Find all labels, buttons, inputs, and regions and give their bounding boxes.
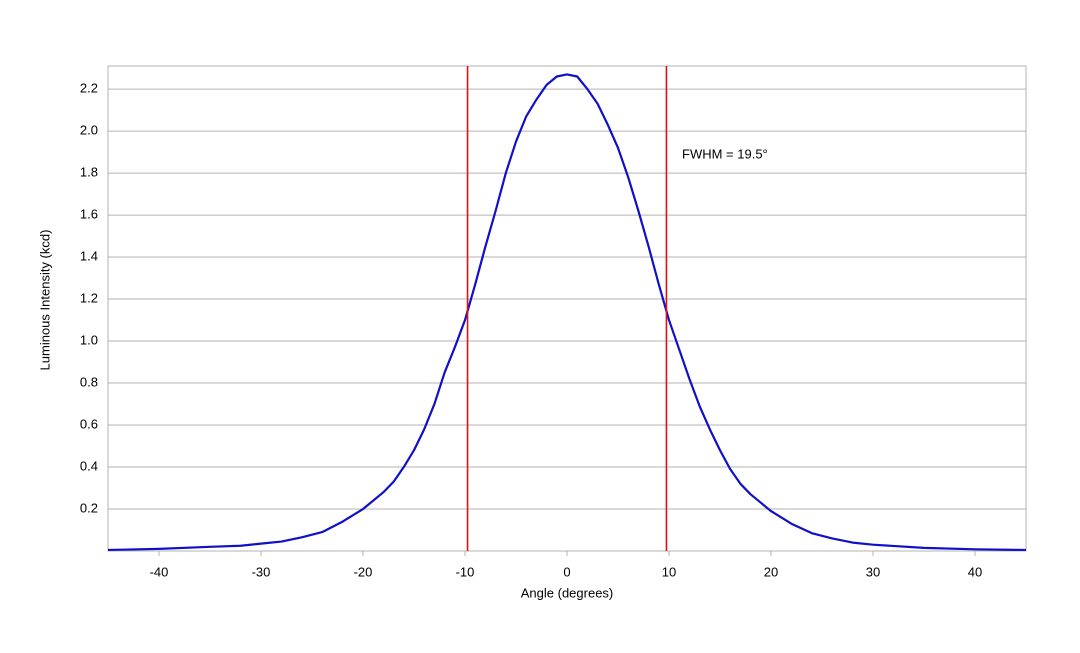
plot-border [107, 65, 1027, 552]
x-tick-label: 20 [764, 564, 778, 579]
x-tick-label: 30 [866, 564, 880, 579]
y-tick-label: 1.2 [80, 290, 98, 305]
y-tick-label: 1.8 [80, 165, 98, 180]
y-tick-label: 1.4 [80, 248, 98, 263]
intensity-curve [107, 73, 1027, 552]
annotation: FWHM = 19.5° [682, 146, 768, 161]
x-tick-label: -30 [252, 564, 271, 579]
y-tick-label: 0.4 [80, 458, 98, 473]
y-tick-label: 2.0 [80, 123, 98, 138]
y-axis-label: Luminous Intensity (kcd) [37, 230, 52, 371]
x-tick-label: 0 [563, 564, 570, 579]
x-axis-label: Angle (degrees) [521, 585, 614, 600]
y-tick-label: 0.2 [80, 500, 98, 515]
y-tick-label: 1.6 [80, 207, 98, 222]
x-tick-label: -40 [150, 564, 169, 579]
x-tick-label: 10 [662, 564, 676, 579]
x-tick-label: 40 [968, 564, 982, 579]
y-tick-label: 0.6 [80, 416, 98, 431]
y-tick-label: 0.8 [80, 374, 98, 389]
y-tick-label: 1.0 [80, 332, 98, 347]
x-tick-label: -20 [354, 564, 373, 579]
x-tick-label: -10 [456, 564, 475, 579]
y-tick-label: 2.2 [80, 81, 98, 96]
